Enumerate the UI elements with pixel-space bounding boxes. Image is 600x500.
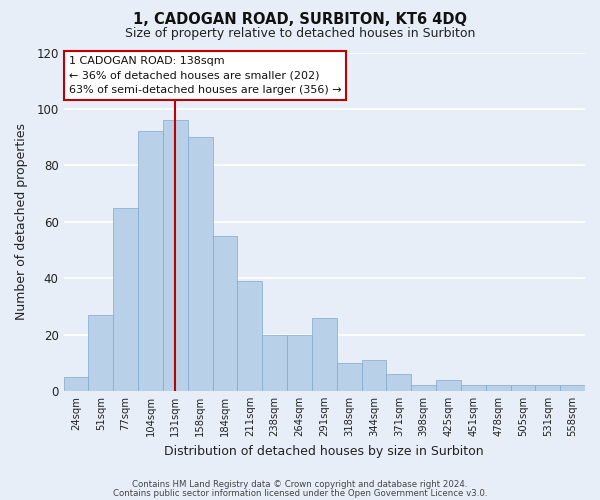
Bar: [337, 362, 362, 391]
Bar: [461, 386, 485, 391]
Bar: [188, 137, 212, 391]
Text: Contains HM Land Registry data © Crown copyright and database right 2024.: Contains HM Land Registry data © Crown c…: [132, 480, 468, 489]
Bar: [560, 386, 585, 391]
Text: Size of property relative to detached houses in Surbiton: Size of property relative to detached ho…: [125, 28, 475, 40]
Bar: [511, 386, 535, 391]
Bar: [262, 334, 287, 391]
Bar: [88, 315, 113, 391]
Text: 1, CADOGAN ROAD, SURBITON, KT6 4DQ: 1, CADOGAN ROAD, SURBITON, KT6 4DQ: [133, 12, 467, 28]
Bar: [436, 380, 461, 391]
Y-axis label: Number of detached properties: Number of detached properties: [15, 123, 28, 320]
Bar: [386, 374, 411, 391]
Bar: [238, 281, 262, 391]
Bar: [163, 120, 188, 391]
Bar: [362, 360, 386, 391]
Bar: [485, 386, 511, 391]
Bar: [411, 386, 436, 391]
Bar: [212, 236, 238, 391]
Text: 1 CADOGAN ROAD: 138sqm
← 36% of detached houses are smaller (202)
63% of semi-de: 1 CADOGAN ROAD: 138sqm ← 36% of detached…: [69, 56, 341, 96]
Bar: [64, 377, 88, 391]
Bar: [287, 334, 312, 391]
Bar: [535, 386, 560, 391]
X-axis label: Distribution of detached houses by size in Surbiton: Distribution of detached houses by size …: [164, 444, 484, 458]
Bar: [312, 318, 337, 391]
Bar: [138, 132, 163, 391]
Bar: [113, 208, 138, 391]
Text: Contains public sector information licensed under the Open Government Licence v3: Contains public sector information licen…: [113, 488, 487, 498]
